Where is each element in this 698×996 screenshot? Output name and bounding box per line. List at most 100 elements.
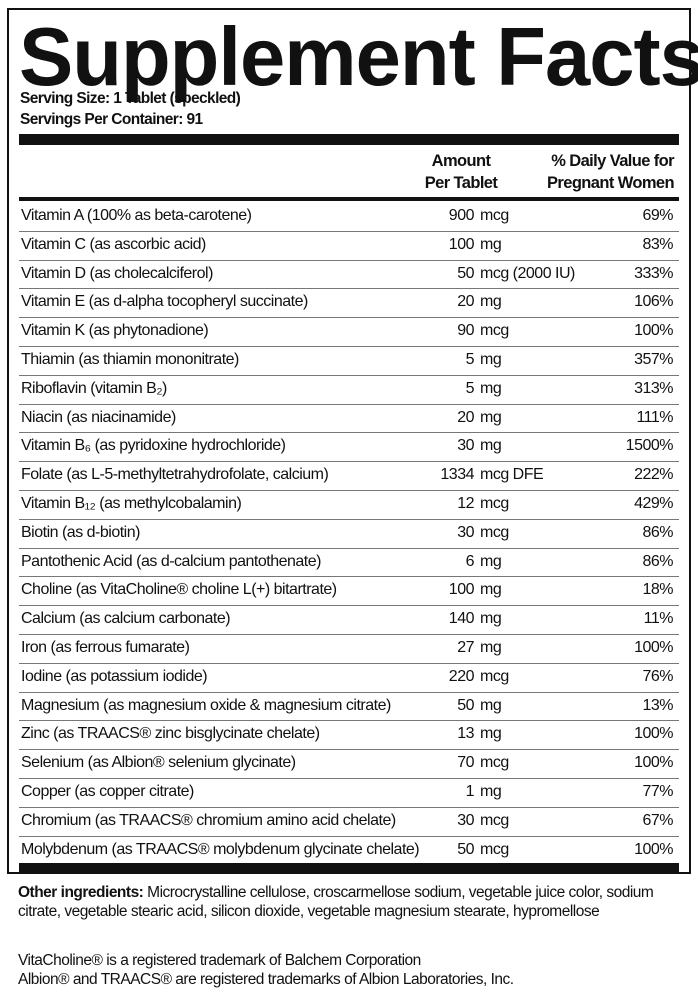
amount-header: Amount Per Tablet [411, 150, 511, 194]
table-row: Vitamin D (as cholecalciferol) 50 mcg (200… [19, 260, 679, 290]
amount-value: 1 [465, 783, 475, 800]
table-row: Vitamin K (as phytonadione) 90 mcg 100% [19, 317, 679, 347]
amount-unit: mcg DFE [480, 466, 544, 484]
nutrient-name: Vitamin A (100% as beta-carotene) [21, 207, 252, 224]
nutrient-name: Riboflavin (vitamin B₂) [21, 379, 167, 397]
table-row: Vitamin B₁₂ (as methylcobalamin) 12 mcg 429… [19, 490, 679, 520]
amount-unit: mcg [480, 754, 509, 772]
other-ingredients: Other ingredients: Microcrystalline cell… [18, 883, 688, 921]
amount-value: 20 [457, 408, 474, 426]
amount-unit: mcg [480, 207, 509, 224]
dv-header-line2: Pregnant Women [547, 174, 675, 192]
daily-value-percent: 67% [642, 811, 673, 829]
bottom-thick-divider [19, 863, 679, 873]
table-row: Niacin (as niacinamide) 20 mg 111% [19, 404, 679, 434]
table-row: Magnesium (as magnesium oxide & magnesiu… [19, 692, 679, 722]
daily-value-percent: 11% [643, 610, 674, 628]
daily-value-percent: 86% [642, 523, 673, 541]
amount-unit: mg [480, 610, 502, 628]
daily-value-percent: 77% [642, 783, 673, 800]
amount-value: 5 [465, 379, 475, 397]
amount-unit: mg [480, 725, 502, 743]
servings-per-container: Servings Per Container: 91 [20, 111, 203, 128]
amount-unit: mcg [480, 322, 509, 340]
daily-value-percent: 76% [642, 667, 673, 685]
daily-value-percent: 222% [634, 466, 673, 484]
nutrient-name: Iodine (as potassium iodide) [21, 667, 208, 685]
daily-value-percent: 111% [636, 408, 673, 426]
nutrient-name: Choline (as VitaCholine® choline L(+) bi… [21, 581, 337, 599]
nutrient-name: Iron (as ferrous fumarate) [21, 639, 190, 656]
amount-value: 20 [457, 293, 474, 311]
amount-unit: mg [480, 235, 502, 253]
nutrient-name: Zinc (as TRAACS® zinc bisglycinate chela… [21, 725, 320, 743]
amount-unit: mcg (2000 IU) [480, 264, 575, 282]
daily-value-percent: 100% [634, 840, 673, 858]
nutrient-name: Niacin (as niacinamide) [21, 408, 176, 426]
table-row: Copper (as copper citrate) 1 mg 77% [19, 778, 679, 808]
nutrient-name: Biotin (as d-biotin) [21, 523, 140, 541]
amount-unit: mg [480, 437, 502, 455]
amount-value: 27 [457, 639, 474, 656]
nutrient-name: Vitamin B₁₂ (as methylcobalamin) [21, 495, 242, 512]
table-row: Molybdenum (as TRAACS® molybdenum glycin… [19, 836, 679, 865]
table-row: Iodine (as potassium iodide) 220 mcg 76% [19, 663, 679, 693]
amount-value: 140 [448, 610, 475, 628]
amount-value: 90 [457, 322, 474, 340]
amount-unit: mg [480, 408, 502, 426]
amount-value: 70 [457, 754, 474, 772]
table-row: Iron (as ferrous fumarate) 27 mg 100% [19, 634, 679, 664]
amount-header-line1: Amount [431, 152, 491, 170]
other-ingredients-label: Other ingredients: [18, 884, 144, 901]
trademark-note-2: Albion® and TRAACS® are registered trade… [18, 971, 514, 988]
nutrient-name: Vitamin D (as cholecalciferol) [21, 264, 213, 282]
amount-value: 50 [457, 696, 474, 714]
daily-value-percent: 313% [634, 379, 673, 397]
table-row: Biotin (as d-biotin) 30 mcg 86% [19, 519, 679, 549]
nutrient-name: Thiamin (as thiamin mononitrate) [21, 351, 239, 368]
amount-value: 100 [448, 581, 475, 599]
table-row: Chromium (as TRAACS® chromium amino acid… [19, 807, 679, 837]
daily-value-percent: 1500% [625, 437, 674, 455]
trademark-note-1: VitaCholine® is a registered trademark o… [18, 952, 421, 969]
nutrient-name: Copper (as copper citrate) [21, 783, 194, 800]
amount-unit: mcg [480, 811, 509, 829]
nutrient-name: Calcium (as calcium carbonate) [21, 610, 231, 628]
amount-value: 1334 [440, 466, 474, 484]
amount-value: 30 [457, 523, 474, 541]
table-row: Calcium (as calcium carbonate) 140 mg 11% [19, 605, 679, 635]
table-row: Pantothenic Acid (as d-calcium pantothen… [19, 548, 679, 578]
daily-value-percent: 13% [642, 696, 673, 714]
daily-value-percent: 83% [642, 235, 673, 253]
daily-value-percent: 69% [642, 207, 673, 224]
nutrient-name: Vitamin E (as d-alpha tocopheryl succina… [21, 293, 308, 311]
amount-value: 30 [457, 437, 474, 455]
header-divider [19, 197, 679, 201]
table-row: Zinc (as TRAACS® zinc bisglycinate chela… [19, 720, 679, 751]
table-row: Thiamin (as thiamin mononitrate) 5 mg 357% [19, 346, 679, 376]
thick-divider [19, 134, 679, 145]
amount-unit: mg [480, 581, 502, 599]
amount-value: 5 [465, 351, 475, 368]
amount-unit: mg [480, 696, 502, 714]
dv-header-line1: % Daily Value for [551, 152, 674, 170]
amount-value: 100 [448, 235, 475, 253]
daily-value-percent: 86% [642, 552, 673, 570]
amount-header-line2: Per Tablet [424, 174, 498, 192]
daily-value-percent: 100% [634, 725, 673, 743]
amount-unit: mcg [480, 523, 509, 541]
table-row: Vitamin C (as ascorbic acid) 100 mg 83% [19, 231, 679, 261]
nutrient-name: Magnesium (as magnesium oxide & magnesiu… [21, 696, 391, 714]
daily-value-percent: 333% [634, 264, 673, 282]
amount-unit: mg [480, 552, 502, 570]
amount-unit: mg [480, 379, 502, 397]
table-row: Vitamin B₆ (as pyridoxine hydrochloride)… [19, 432, 679, 463]
daily-value-percent: 18% [642, 581, 673, 599]
amount-unit: mg [480, 639, 502, 656]
nutrient-name: Selenium (as Albion® selenium glycinate) [21, 754, 296, 772]
table-row: Riboflavin (vitamin B₂) 5 mg 313% [19, 375, 679, 405]
amount-unit: mg [480, 783, 502, 800]
nutrient-name: Molybdenum (as TRAACS® molybdenum glycin… [21, 840, 420, 858]
amount-value: 6 [465, 552, 475, 570]
panel-title: Supplement Facts [19, 10, 698, 103]
